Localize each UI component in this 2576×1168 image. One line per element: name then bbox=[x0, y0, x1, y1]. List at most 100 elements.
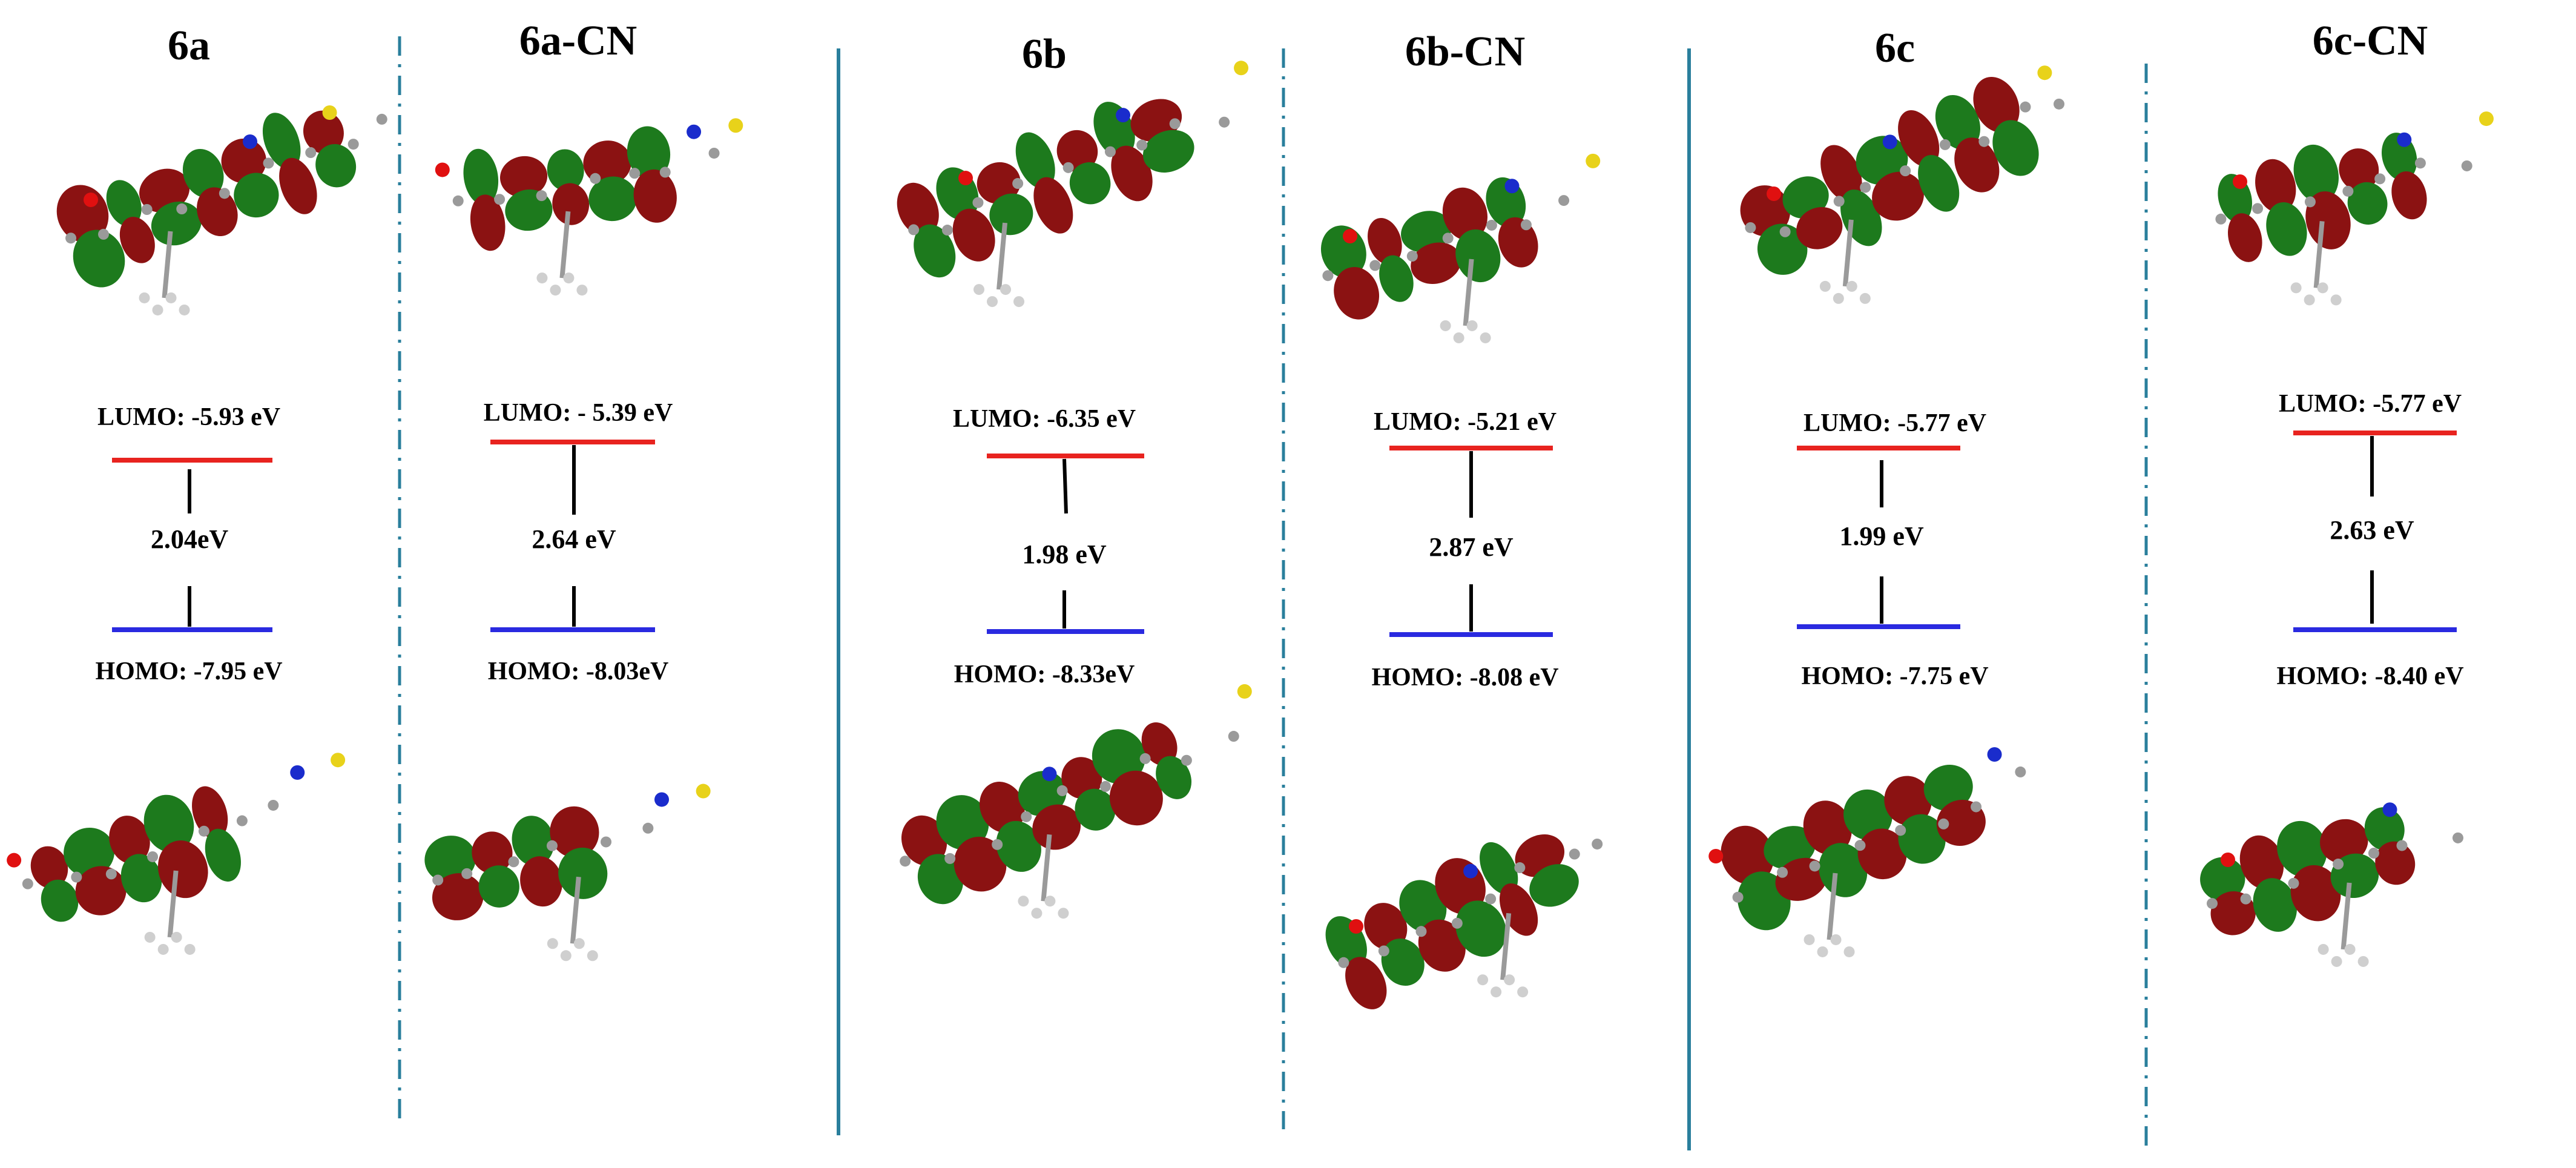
atom-nitrogen bbox=[290, 765, 305, 780]
atom-hydrogen bbox=[987, 296, 998, 308]
homo-orbital-picture bbox=[2200, 802, 2463, 967]
atom-hydrogen bbox=[144, 931, 156, 943]
orbital-lobe bbox=[588, 176, 637, 222]
atom-sulfur bbox=[2037, 65, 2052, 81]
orbital-lobe bbox=[2253, 878, 2298, 932]
orbital-lobe bbox=[1898, 814, 1946, 864]
orbital-lobe bbox=[1480, 842, 1518, 895]
orbital-lobe bbox=[1092, 729, 1145, 784]
atom-sulfur bbox=[728, 118, 743, 133]
atom-carbon bbox=[972, 197, 984, 208]
bond bbox=[559, 211, 571, 279]
column-dividers bbox=[398, 36, 2148, 1150]
orbital-lobe bbox=[2290, 865, 2341, 922]
atom-carbon bbox=[1021, 811, 1032, 822]
molecule-column: 6a-CN LUMO: - 5.39 eV 2.64 eV HOMO: -8.03eV bbox=[424, 18, 743, 962]
atom-hydrogen bbox=[1517, 986, 1529, 998]
atom-carbon bbox=[1895, 825, 1906, 836]
atom-carbon bbox=[659, 167, 671, 178]
orbital-lobe bbox=[914, 224, 956, 278]
lumo-label: LUMO: -6.35 eV bbox=[953, 405, 1136, 433]
orbital-lobe bbox=[1843, 789, 1892, 840]
atom-nitrogen bbox=[1504, 179, 1520, 194]
atom-carbon bbox=[941, 225, 953, 236]
atom-hydrogen bbox=[576, 285, 588, 296]
energy-gap-label: 2.87 eV bbox=[1429, 532, 1514, 562]
orbital-lobe bbox=[2255, 159, 2296, 213]
homo-label: HOMO: -8.03eV bbox=[488, 658, 669, 685]
atom-nitrogen bbox=[1987, 747, 2002, 762]
atom-carbon bbox=[176, 203, 188, 215]
bond bbox=[1842, 219, 1854, 287]
bond bbox=[996, 222, 1007, 290]
orbital-lobe bbox=[1364, 903, 1408, 951]
atom-carbon bbox=[1485, 893, 1497, 905]
orbital-lobe bbox=[1529, 864, 1579, 907]
atom-carbon bbox=[2015, 766, 2026, 777]
orbital-lobe bbox=[1992, 120, 2039, 176]
molecule-column: 6b-CN LUMO: -5.21 eV 2.87 eV HOMO: -8.08 eV bbox=[1320, 28, 1603, 1009]
atom-hydrogen bbox=[1018, 896, 1029, 907]
orbital-lobe bbox=[897, 182, 939, 236]
atom-carbon bbox=[2207, 898, 2218, 909]
atom-carbon bbox=[2452, 832, 2463, 843]
atom-carbon bbox=[2252, 203, 2264, 214]
orbital-lobe bbox=[2277, 820, 2327, 877]
orbital-lobe bbox=[627, 126, 671, 180]
atom-carbon bbox=[2240, 893, 2252, 905]
atom-carbon bbox=[22, 878, 33, 889]
orbital-lobe bbox=[512, 816, 555, 866]
atom-carbon bbox=[1777, 866, 1788, 878]
atom-hydrogen bbox=[1859, 292, 1871, 304]
atom-carbon bbox=[219, 188, 230, 199]
atom-hydrogen bbox=[973, 284, 985, 295]
orbital-lobe bbox=[2375, 841, 2416, 885]
molecule-column: 6c-CN LUMO: -5.77 eV 2.63 eV HOMO: -8.40 eV bbox=[2200, 18, 2494, 967]
orbital-lobe bbox=[547, 149, 584, 191]
atom-nitrogen bbox=[687, 124, 702, 139]
atom-sulfur bbox=[2479, 111, 2494, 127]
atom-carbon bbox=[305, 147, 317, 159]
atom-hydrogen bbox=[1843, 946, 1855, 957]
atom-carbon bbox=[1592, 838, 1603, 850]
orbital-lobe bbox=[1109, 770, 1163, 826]
atom-carbon bbox=[432, 874, 444, 886]
atom-hydrogen bbox=[1804, 934, 1815, 945]
orbital-lobe bbox=[1061, 757, 1102, 799]
orbital-lobe bbox=[1156, 756, 1192, 799]
atom-carbon bbox=[236, 815, 248, 827]
orbital-lobe bbox=[1401, 211, 1452, 252]
atom-sulfur bbox=[1586, 153, 1601, 168]
molecule-title: 6c-CN bbox=[2313, 18, 2428, 64]
orbital-lobe bbox=[303, 110, 344, 154]
atom-hydrogen bbox=[157, 943, 169, 955]
orbital-lobe bbox=[192, 786, 228, 839]
atom-carbon bbox=[2374, 173, 2386, 185]
orbital-lobe bbox=[1032, 804, 1081, 850]
atom-carbon bbox=[452, 195, 464, 206]
atom-carbon bbox=[1939, 139, 1951, 150]
atom-carbon bbox=[1971, 801, 1982, 813]
orbital-lobe bbox=[917, 854, 964, 905]
gap-connector bbox=[1062, 458, 1068, 514]
atom-carbon bbox=[2342, 185, 2354, 197]
orbital-lobe bbox=[478, 865, 519, 908]
orbital-lobe bbox=[1368, 217, 1402, 265]
atom-hydrogen bbox=[550, 285, 561, 296]
orbital-lobe bbox=[73, 229, 125, 288]
orbital-lobe bbox=[954, 836, 1007, 892]
atom-hydrogen bbox=[152, 304, 163, 315]
homo-label: HOMO: -7.95 eV bbox=[95, 658, 282, 685]
orbital-lobe bbox=[1721, 825, 1774, 885]
atom-carbon bbox=[1938, 818, 1949, 830]
lumo-label: LUMO: -5.77 eV bbox=[1804, 409, 1986, 437]
atom-carbon bbox=[1012, 178, 1024, 190]
atom-hydrogen bbox=[1031, 908, 1043, 919]
atom-carbon bbox=[263, 157, 274, 169]
atom-carbon bbox=[1514, 862, 1526, 874]
atom-hydrogen bbox=[1504, 974, 1515, 986]
orbital-lobe bbox=[1141, 722, 1178, 766]
bond bbox=[2313, 221, 2325, 288]
lumo-orbital-picture bbox=[1740, 65, 2065, 304]
